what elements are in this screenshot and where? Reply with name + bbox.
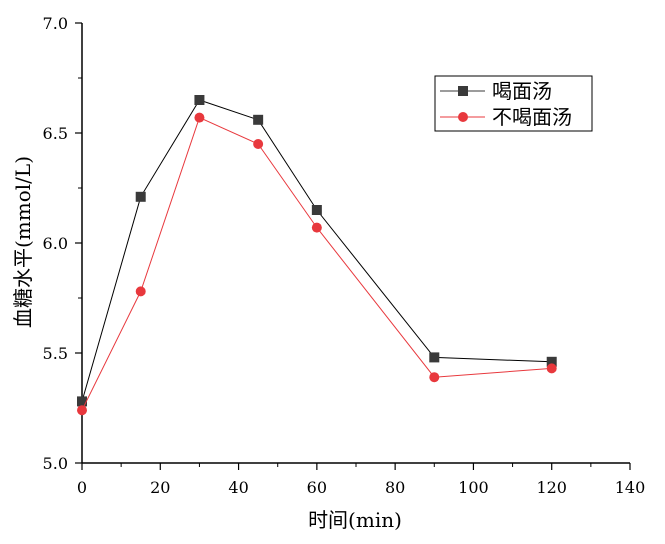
data-point — [546, 363, 557, 374]
x-tick-label: 60 — [307, 478, 327, 497]
data-point — [429, 372, 440, 383]
data-point — [546, 356, 557, 367]
y-tick-label: 6.5 — [43, 124, 68, 143]
data-point — [135, 191, 146, 202]
x-tick-label: 80 — [385, 478, 405, 497]
data-point — [135, 286, 146, 297]
x-ticks: 0 20 40 60 80 100 120 140 — [77, 463, 645, 497]
y-tick-label: 5.5 — [43, 344, 68, 363]
y-ticks: 5.0 5.5 6.0 6.5 7.0 — [43, 14, 82, 473]
legend-label-series-1: 喝面汤 — [492, 79, 552, 103]
legend-marker-series-2 — [458, 112, 468, 122]
data-point — [311, 205, 322, 215]
data-point — [253, 139, 264, 149]
legend-box — [434, 75, 593, 132]
data-point — [253, 114, 264, 125]
y-axis-label: 血糖水平(mmol/L) — [11, 156, 35, 328]
legend: 喝面汤 不喝面汤 — [434, 75, 593, 132]
data-point — [311, 222, 322, 233]
series-line-1 — [81, 99, 552, 402]
data-point — [429, 352, 440, 363]
x-tick-label: 40 — [228, 478, 248, 497]
data-point — [194, 112, 205, 123]
x-tick-label: 20 — [150, 478, 170, 497]
legend-marker-series-1 — [458, 86, 468, 96]
y-tick-label: 5.0 — [43, 454, 68, 473]
x-tick-label: 0 — [77, 478, 87, 497]
series-group — [77, 95, 557, 416]
x-tick-label: 100 — [458, 478, 489, 497]
series-line-2 — [81, 116, 552, 411]
x-axis-label: 时间(min) — [308, 508, 402, 532]
x-tick-label: 140 — [615, 478, 646, 497]
legend-label-series-2: 不喝面汤 — [492, 105, 572, 129]
data-point — [77, 396, 87, 407]
y-tick-label: 7.0 — [43, 14, 68, 33]
data-point — [77, 405, 87, 416]
y-tick-label: 6.0 — [43, 234, 68, 253]
x-tick-label: 120 — [536, 478, 567, 497]
data-point — [194, 95, 205, 105]
